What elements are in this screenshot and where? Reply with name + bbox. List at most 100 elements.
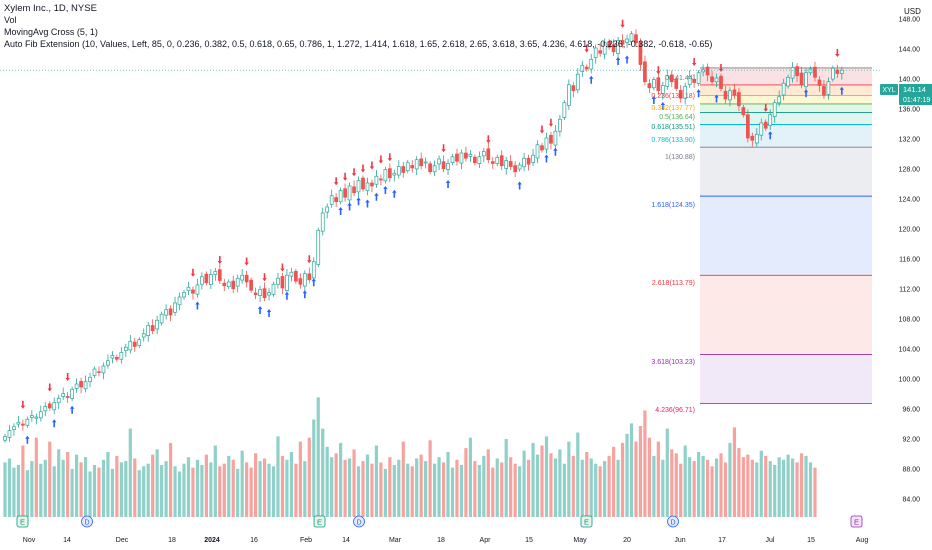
buy-signal-arrow — [257, 306, 263, 314]
candle — [423, 157, 428, 169]
time-label: Jun — [674, 537, 685, 544]
fib-extension-zones — [700, 67, 872, 404]
volume-bars — [3, 397, 817, 517]
sell-signal-arrow — [360, 164, 366, 173]
candle — [549, 131, 553, 150]
volume-bar — [142, 466, 146, 517]
moving-average-legend[interactable]: MovingAvg Cross (5, 1) — [4, 27, 98, 37]
volume-bar — [339, 442, 343, 517]
candle — [696, 70, 701, 87]
dividend-marker[interactable]: D — [353, 515, 365, 528]
buy-signal-arrow — [284, 291, 290, 300]
candle — [831, 65, 835, 82]
volume-bar — [401, 441, 405, 517]
volume-bar — [61, 459, 65, 517]
candle — [728, 87, 732, 107]
volume-bar — [647, 437, 651, 517]
candle — [575, 68, 580, 94]
sell-signal-arrow — [307, 255, 312, 264]
time-label: 18 — [437, 537, 445, 544]
price-tick: 132.00 — [899, 136, 921, 143]
earnings-marker[interactable]: E — [580, 515, 593, 528]
volume-bar — [119, 462, 123, 517]
volume-bar — [455, 459, 459, 517]
candle — [495, 154, 500, 167]
sell-signal-arrow — [656, 66, 661, 75]
sell-signal-arrow — [262, 273, 267, 282]
fib-extension-legend[interactable]: Auto Fib Extension (10, Values, Left, 85… — [4, 39, 713, 49]
candle — [226, 279, 231, 290]
dividend-marker[interactable]: D — [667, 515, 679, 528]
candle — [414, 156, 419, 176]
candle — [813, 61, 817, 82]
price-tick: 92.00 — [902, 436, 920, 443]
svg-text:E: E — [317, 518, 322, 527]
volume-bar — [124, 461, 128, 517]
event-markers[interactable]: E D E D E D E — [16, 515, 863, 528]
candle — [620, 34, 625, 48]
volume-bar — [732, 427, 737, 517]
candle — [383, 166, 388, 184]
candle — [7, 425, 12, 442]
candle — [647, 79, 652, 94]
symbol-title[interactable]: Xylem Inc., 1D, NYSE — [4, 3, 97, 14]
sell-signal-arrow — [47, 383, 52, 392]
volume-bar — [486, 449, 490, 517]
volume-bar — [92, 465, 97, 517]
price-scale[interactable]: USD 148.00 144.00 140.00 136.00 132.00 1… — [899, 7, 922, 503]
candle — [83, 375, 88, 393]
candle — [155, 315, 159, 335]
earnings-marker[interactable]: E — [16, 515, 29, 528]
candle — [159, 311, 164, 326]
candle — [365, 177, 370, 196]
volume-bar — [200, 465, 204, 517]
volume-bar — [316, 397, 320, 517]
volume-bar — [549, 453, 553, 517]
volume-bar — [195, 459, 200, 517]
earnings-marker[interactable]: E — [850, 515, 863, 528]
volume-bar — [437, 457, 441, 517]
volume-bar — [603, 461, 607, 517]
buy-signal-arrow — [69, 405, 75, 414]
volume-bar — [240, 450, 244, 517]
volume-bar — [370, 463, 374, 517]
fib-label-05: 0.5(136.64) — [659, 114, 695, 121]
volume-bar — [728, 442, 732, 517]
volume-bar — [629, 423, 634, 517]
candle — [450, 154, 455, 166]
volume-bar — [571, 455, 575, 517]
time-label: 17 — [718, 537, 726, 544]
volume-bar — [397, 459, 401, 517]
candle — [334, 193, 338, 208]
time-axis[interactable]: Nov 14 Dec 18 2024 16 Feb 14 Mar 18 Apr … — [23, 537, 869, 544]
volume-legend[interactable]: Vol — [4, 15, 17, 25]
volume-bar — [750, 459, 754, 517]
volume-bar — [589, 458, 593, 517]
candle — [741, 104, 746, 118]
volume-bar — [741, 457, 745, 517]
volume-bar — [115, 455, 119, 517]
candle — [499, 150, 504, 171]
volume-bar — [406, 463, 410, 517]
volume-bar — [280, 455, 285, 517]
time-label: Jul — [766, 537, 775, 544]
candle — [464, 146, 468, 162]
candle — [195, 278, 200, 298]
candle — [629, 31, 634, 45]
price-tick: 104.00 — [899, 346, 921, 353]
buy-signal-arrow — [696, 89, 701, 98]
volume-bar — [182, 463, 186, 517]
dividend-marker[interactable]: D — [81, 515, 93, 528]
candle — [490, 157, 495, 169]
volume-bar — [531, 442, 535, 517]
volume-bar — [267, 463, 271, 517]
volume-bar — [88, 471, 92, 517]
candle — [396, 160, 401, 179]
candle — [428, 161, 432, 175]
price-tick: 112.00 — [899, 286, 920, 293]
volume-bar — [303, 461, 307, 517]
earnings-marker[interactable]: E — [313, 515, 326, 528]
candle — [115, 354, 119, 362]
buy-signal-arrow — [803, 89, 809, 98]
